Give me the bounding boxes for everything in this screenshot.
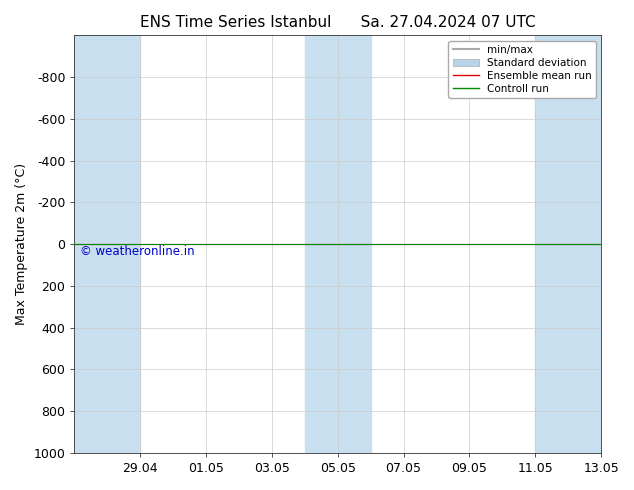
Bar: [568, 35, 601, 453]
Bar: [305, 35, 338, 453]
Text: © weatheronline.in: © weatheronline.in: [80, 245, 195, 258]
Title: ENS Time Series Istanbul      Sa. 27.04.2024 07 UTC: ENS Time Series Istanbul Sa. 27.04.2024 …: [140, 15, 536, 30]
Y-axis label: Max Temperature 2m (°C): Max Temperature 2m (°C): [15, 163, 28, 325]
Bar: [74, 35, 107, 453]
Bar: [338, 35, 371, 453]
Bar: [535, 35, 568, 453]
Legend: min/max, Standard deviation, Ensemble mean run, Controll run: min/max, Standard deviation, Ensemble me…: [448, 41, 596, 98]
Bar: [107, 35, 140, 453]
